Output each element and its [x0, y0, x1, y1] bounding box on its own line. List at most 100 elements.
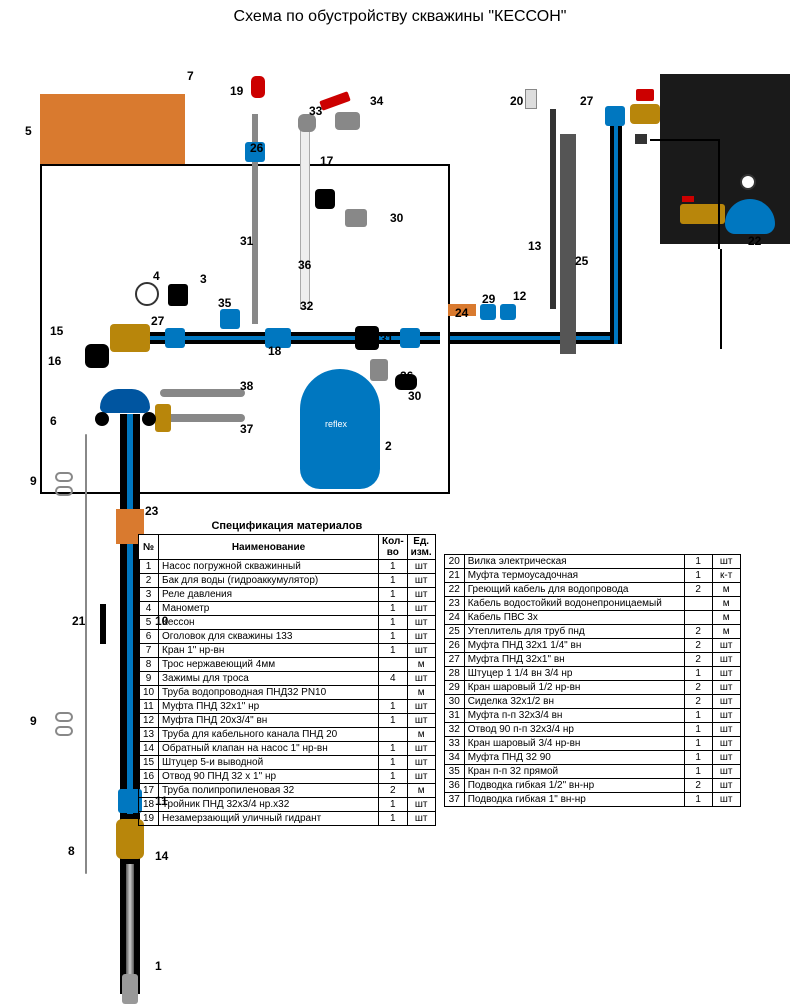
hydrant-top	[243, 76, 263, 106]
table-row: 7Кран 1" нр-вн1шт	[139, 644, 436, 658]
table-row: 23Кабель водостойкий водонепроницаемыйм	[444, 597, 740, 611]
plug-20	[525, 89, 537, 109]
brass-tee	[155, 404, 171, 432]
pp-pipe	[300, 129, 310, 309]
page-title: Схема по обустройству скважины "КЕССОН"	[0, 0, 800, 34]
cable-plug	[635, 134, 647, 144]
callout-label: 8	[68, 844, 75, 858]
saddle-30a	[315, 189, 335, 209]
clamp-9a	[55, 472, 73, 482]
brass-valve-top	[630, 104, 660, 124]
table-row: 8Трос нержавеющий 4ммм	[139, 658, 436, 672]
callout-label: 34	[370, 94, 383, 108]
callout-label: 26	[400, 369, 413, 383]
table-row: 15Штуцер 5-и выводной1шт	[139, 756, 436, 770]
callout-label: 23	[145, 504, 158, 518]
table-row: 29Кран шаровый 1/2 нр-вн2шт	[444, 681, 740, 695]
flex-38	[160, 389, 245, 397]
fitting-12	[500, 304, 516, 320]
table-row: 25Утеплитель для труб пнд2м	[444, 625, 740, 639]
valve-30b	[370, 359, 388, 381]
table-row: 36Подводка гибкая 1/2" вн-нр2шт	[444, 779, 740, 793]
table-row: 26Муфта ПНД 32х1 1/4" вн2шт	[444, 639, 740, 653]
table-row: 10Труба водопроводная ПНД32 PN10м	[139, 686, 436, 700]
valve-33-handle	[319, 91, 351, 111]
wellhead-6	[100, 389, 150, 413]
top-red-handle	[636, 89, 654, 101]
five-way-15	[110, 324, 150, 352]
spec-table-left: № Наименование Кол-во Ед. изм. 1Насос по…	[138, 534, 436, 826]
table-row: 13Труба для кабельного канала ПНД 20м	[139, 728, 436, 742]
flex-37	[160, 414, 245, 422]
callout-label: 13	[528, 239, 541, 253]
submersible-pump	[122, 974, 138, 1004]
callout-label: 32	[300, 299, 313, 313]
relay-3	[168, 284, 188, 306]
callout-label: 16	[48, 354, 61, 368]
accumulator-tank: reflex	[300, 369, 380, 489]
callout-label: 18	[268, 344, 281, 358]
table-row: 3Реле давления1шт	[139, 588, 436, 602]
clamp-9b	[55, 486, 73, 496]
table-row: 33Кран шаровый 3/4 нр-вн1шт	[444, 737, 740, 751]
conduit-13	[550, 109, 556, 309]
callout-label: 27	[580, 94, 593, 108]
table-row: 2Бак для воды (гидроаккумулятор)1шт	[139, 574, 436, 588]
callout-label: 38	[240, 379, 253, 393]
table-row: 35Кран п-п 32 прямой1шт	[444, 765, 740, 779]
callout-label: 9	[30, 474, 37, 488]
table-row: 6Оголовок для скважины 1331шт	[139, 630, 436, 644]
table-row: 21Муфта термоусадочная1к-т	[444, 569, 740, 583]
callout-label: 22	[748, 234, 761, 248]
fitting-35	[220, 309, 240, 329]
elbow-16	[85, 344, 109, 368]
callout-label: 2	[385, 439, 392, 453]
insulation-25	[560, 134, 576, 354]
tables-area: Спецификация материалов № Наименование К…	[0, 520, 800, 826]
table-row: 30Сиделка 32х1/2 вн2шт	[444, 695, 740, 709]
callout-label: 4	[153, 269, 160, 283]
callout-label: 1	[155, 959, 162, 973]
spec-table-right: 20Вилка электрическая1шт21Муфта термоуса…	[444, 554, 741, 807]
callout-label: 35	[218, 296, 231, 310]
callout-label: 3	[200, 272, 207, 286]
diagram-area: reflex 123456789910111213141516171819202…	[0, 34, 800, 534]
callout-label: 7	[187, 69, 194, 83]
cable-curve	[650, 139, 720, 249]
callout-label: 15	[50, 324, 63, 338]
callout-label: 19	[230, 84, 243, 98]
callout-label: 14	[155, 849, 168, 863]
table-row: 4Манометр1шт	[139, 602, 436, 616]
table-caption: Спецификация материалов	[138, 520, 436, 534]
table-row: 17Труба полипропиленовая 322м	[139, 784, 436, 798]
table-row: 24Кабель ПВС 3хм	[444, 611, 740, 625]
pump-pipe	[126, 864, 134, 974]
caisson-lid	[40, 94, 185, 167]
callout-label: 30	[390, 211, 403, 225]
callout-label: 24	[455, 306, 468, 320]
callout-label: 26	[250, 141, 263, 155]
callout-label: 37	[240, 422, 253, 436]
table-row: 19Незамерзающий уличный гидрант1шт	[139, 812, 436, 826]
valve-near-30	[345, 209, 367, 227]
table-row: 22Греющий кабель для водопровода2м	[444, 583, 740, 597]
callout-label: 31	[380, 332, 393, 346]
callout-label: 33	[309, 104, 322, 118]
saddle-31	[355, 326, 379, 350]
table-row: 32Отвод 90 п-п 32х3/4 нр1шт	[444, 723, 740, 737]
table-row: 16Отвод 90 ПНД 32 х 1" нр1шт	[139, 770, 436, 784]
table-row: 37Подводка гибкая 1" вн-нр1шт	[444, 793, 740, 807]
fitting-26-right	[400, 328, 420, 348]
table-row: 9Зажимы для троса4шт	[139, 672, 436, 686]
callout-label: 17	[320, 154, 333, 168]
fitting-27-left	[165, 328, 185, 348]
callout-label: 6	[50, 414, 57, 428]
callout-label: 25	[575, 254, 588, 268]
callout-label: 20	[510, 94, 523, 108]
table-row: 1Насос погружной скважинный1шт	[139, 560, 436, 574]
callout-label: 27	[151, 314, 164, 328]
table-row: 28Штуцер 1 1/4 вн 3/4 нр1шт	[444, 667, 740, 681]
table-row: 27Муфта ПНД 32х1" вн2шт	[444, 653, 740, 667]
callout-label: 29	[482, 292, 495, 306]
table-row: 31Муфта п-п 32х3/4 вн1шт	[444, 709, 740, 723]
